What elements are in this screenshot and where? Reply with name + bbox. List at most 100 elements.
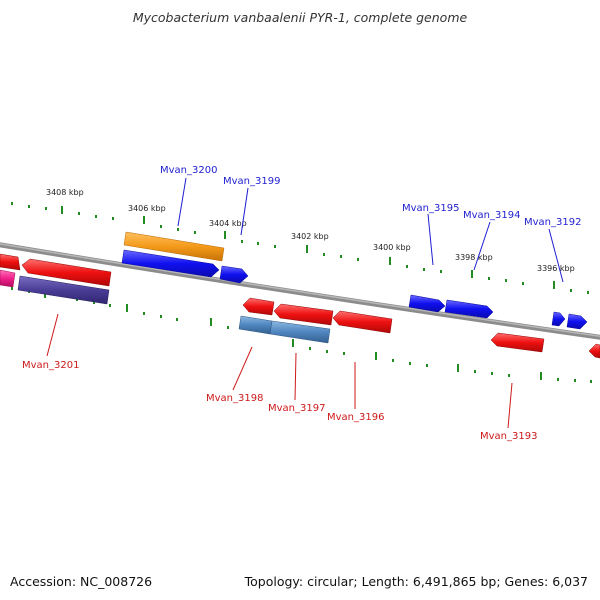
- leader-line: [473, 221, 491, 271]
- tick-minor: [508, 374, 510, 377]
- gene-feature-reverse[interactable]: [242, 297, 275, 316]
- tick-minor: [357, 258, 359, 261]
- tick-minor: [177, 228, 179, 231]
- gene-feature-reverse[interactable]: [588, 343, 600, 359]
- upper-tick-labels: 3408 kbp 3406 kbp 3404 kbp 3402 kbp 3400…: [46, 188, 575, 273]
- tick-minor: [45, 207, 47, 210]
- tick-minor: [28, 205, 30, 208]
- leader-line: [46, 313, 59, 357]
- tick-minor: [426, 364, 428, 367]
- genome-backbone-highlight: [0, 243, 600, 338]
- gene-feature-forward[interactable]: [566, 313, 588, 330]
- gene-feature-forward[interactable]: [444, 299, 494, 319]
- gene-feature-forward[interactable]: [408, 294, 446, 313]
- leader-line: [240, 187, 249, 236]
- tick-minor: [423, 268, 425, 271]
- tick-major: [553, 281, 555, 289]
- gene-feature-purple[interactable]: [17, 275, 110, 305]
- gene-feature-pink[interactable]: [0, 269, 16, 288]
- tick-minor: [109, 304, 111, 307]
- tick-label: 3406 kbp: [128, 204, 166, 213]
- gene-feature-reverse[interactable]: [21, 258, 112, 287]
- genome-title: Mycobacterium vanbaalenii PYR-1, complet…: [132, 10, 468, 25]
- leader-line: [548, 228, 564, 283]
- tick-major: [471, 270, 473, 278]
- tick-minor: [160, 225, 162, 228]
- tick-minor: [257, 242, 259, 245]
- gene-label[interactable]: Mvan_3192: [524, 217, 581, 228]
- gene-label[interactable]: Mvan_3193: [480, 431, 537, 442]
- gene-feature-forward[interactable]: [219, 265, 249, 284]
- tick-minor: [112, 217, 114, 220]
- gene-feature-reverse[interactable]: [273, 303, 334, 326]
- tick-minor: [11, 287, 13, 290]
- tick-major: [389, 257, 391, 265]
- gene-feature-steelblue[interactable]: [238, 315, 273, 335]
- tick-minor: [392, 359, 394, 362]
- forward-strand-genes: [121, 231, 588, 330]
- top-gene-labels: Mvan_3200 Mvan_3199 Mvan_3195 Mvan_3194 …: [160, 165, 581, 228]
- tick-major: [457, 364, 459, 372]
- gene-feature-reverse[interactable]: [490, 332, 545, 353]
- tick-label: 3398 kbp: [455, 253, 493, 262]
- tick-label: 3396 kbp: [537, 264, 575, 273]
- tick-minor: [93, 301, 95, 304]
- tick-major: [126, 304, 128, 312]
- tick-major: [143, 216, 145, 224]
- leader-line: [232, 346, 253, 391]
- leader-line: [294, 352, 297, 401]
- tick-minor: [227, 326, 229, 329]
- tick-minor: [323, 253, 325, 256]
- tick-minor: [590, 380, 592, 383]
- tick-label: 3400 kbp: [373, 243, 411, 252]
- gene-feature-reverse[interactable]: [0, 253, 21, 271]
- gene-label[interactable]: Mvan_3200: [160, 165, 217, 176]
- upper-tick-ruler: [11, 202, 589, 294]
- tick-minor: [570, 289, 572, 292]
- tick-minor: [143, 312, 145, 315]
- tick-minor: [491, 372, 493, 375]
- reverse-strand-genes: [0, 253, 600, 359]
- tick-minor: [557, 378, 559, 381]
- tick-major: [540, 372, 542, 380]
- gene-label[interactable]: Mvan_3201: [22, 360, 79, 371]
- tick-minor: [574, 379, 576, 382]
- gene-feature-forward[interactable]: [551, 311, 566, 327]
- leader-line: [427, 213, 434, 266]
- tick-minor: [160, 315, 162, 318]
- tick-minor: [474, 370, 476, 373]
- gene-feature-orange[interactable]: [123, 231, 225, 262]
- gene-label[interactable]: Mvan_3197: [268, 403, 325, 414]
- tick-major: [61, 206, 63, 214]
- tick-major: [292, 339, 294, 347]
- top-label-leaders: [177, 177, 564, 283]
- tick-minor: [505, 279, 507, 282]
- tick-label: 3402 kbp: [291, 232, 329, 241]
- tick-major: [375, 352, 377, 360]
- gene-feature-steelblue[interactable]: [269, 320, 331, 344]
- gene-label[interactable]: Mvan_3195: [402, 203, 459, 214]
- tick-minor: [11, 202, 13, 205]
- tick-minor: [309, 347, 311, 350]
- gene-label[interactable]: Mvan_3194: [463, 210, 520, 221]
- tick-minor: [409, 362, 411, 365]
- gene-feature-reverse[interactable]: [332, 310, 393, 334]
- bottom-gene-labels: Mvan_3201 Mvan_3198 Mvan_3197 Mvan_3196 …: [22, 360, 537, 442]
- tick-major: [210, 318, 212, 326]
- genome-backbone: [0, 242, 600, 340]
- bottom-label-leaders: [46, 313, 513, 429]
- tick-minor: [241, 240, 243, 243]
- gene-label[interactable]: Mvan_3199: [223, 176, 280, 187]
- gene-label[interactable]: Mvan_3196: [327, 412, 384, 423]
- tick-minor: [340, 255, 342, 258]
- tick-minor: [95, 215, 97, 218]
- topology-summary: Topology: circular; Length: 6,491,865 bp…: [244, 574, 588, 589]
- tick-label: 3408 kbp: [46, 188, 84, 197]
- gene-feature-forward[interactable]: [121, 249, 220, 278]
- tick-minor: [587, 291, 589, 294]
- accession-label: Accession: NC_008726: [10, 574, 153, 589]
- gene-label[interactable]: Mvan_3198: [206, 393, 263, 404]
- leader-line: [177, 177, 187, 227]
